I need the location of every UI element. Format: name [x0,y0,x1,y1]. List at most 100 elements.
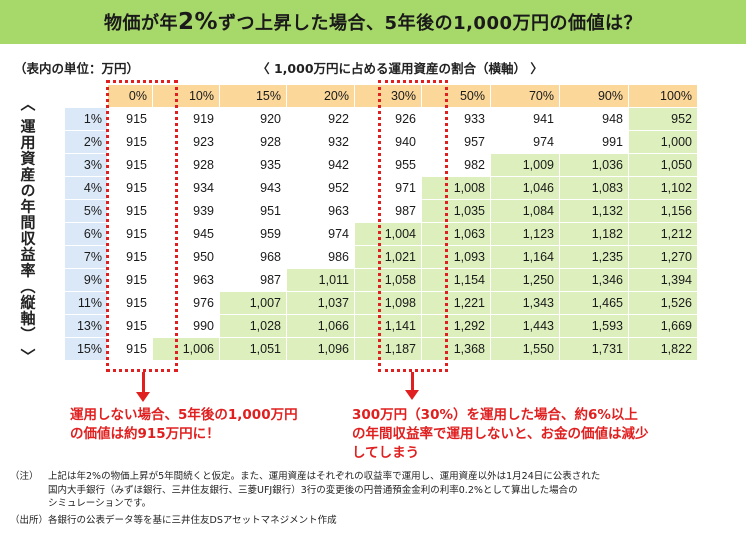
table-cell: 986 [286,245,355,269]
callout-thirty-percent: 300万円（30%）を運用した場合、約6%以上 の年間収益率で運用しないと、お金… [352,407,649,461]
table-cell: 915 [107,337,153,361]
table-cell: 1,028 [219,314,287,338]
table-cell: 919 [152,107,220,131]
table-cell: 1,132 [559,199,629,223]
row-header: 5% [64,199,108,223]
table-cell: 1,009 [490,153,560,177]
table-cell: 963 [152,268,220,292]
table-row: 11% 915 976 1,007 1,037 1,098 1,221 1,343 1,465 1… [64,291,698,315]
table-cell: 1,187 [354,337,422,361]
table-cell: 1,051 [219,337,287,361]
column-header: 70% [490,84,560,108]
row-header: 9% [64,268,108,292]
table-cell: 942 [286,153,355,177]
table-cell: 932 [286,130,355,154]
table-cell: 922 [286,107,355,131]
table-cell: 928 [219,130,287,154]
table-cell: 1,550 [490,337,560,361]
table-cell: 957 [421,130,491,154]
page-title: 物価が年2%ずつ上昇した場合、5年後の1,000万円の価値は？ [103,9,643,35]
table-cell: 915 [107,176,153,200]
value-table: 0% 10% 15% 20% 30% 50% 70% 90% 100% 1% 915 919 920 92… [64,84,698,361]
highlight-zero-percent-column [106,80,178,372]
table-cell: 1,066 [286,314,355,338]
table-cell: 1,008 [421,176,491,200]
unit-label: （表内の単位：万円） [14,61,140,76]
table-cell: 935 [219,153,287,177]
table-cell: 1,096 [286,337,355,361]
table-cell: 1,154 [421,268,491,292]
highlight-thirty-percent-column [378,80,448,372]
table-cell: 915 [107,245,153,269]
column-header: 0% [107,84,153,108]
table-cell: 1,731 [559,337,629,361]
row-header: 4% [64,176,108,200]
table-cell: 920 [219,107,287,131]
table-header-row: 0% 10% 15% 20% 30% 50% 70% 90% 100% [64,84,698,108]
table-cell: 1,123 [490,222,560,246]
table-row: 9% 915 963 987 1,011 1,058 1,154 1,250 1,346 1,39… [64,268,698,292]
table-cell: 955 [354,153,422,177]
table-cell: 1,822 [628,337,698,361]
row-header: 3% [64,153,108,177]
table-cell: 1,593 [559,314,629,338]
column-header: 15% [219,84,287,108]
table-cell: 915 [107,153,153,177]
table-cell: 963 [286,199,355,223]
table-cell: 1,007 [219,291,287,315]
table-cell: 1,394 [628,268,698,292]
column-header: 90% [559,84,629,108]
table-cell: 952 [286,176,355,200]
arrow-right-shaft [411,372,414,392]
table-cell: 950 [152,245,220,269]
row-header: 2% [64,130,108,154]
table-cell: 952 [628,107,698,131]
table-cell: 987 [219,268,287,292]
table-cell: 1,270 [628,245,698,269]
table-corner [64,84,108,108]
horizontal-axis-label: 〈 1,000万円に占める運用資産の割合（横軸） 〉 [257,61,543,76]
table-cell: 1,443 [490,314,560,338]
table-cell: 915 [107,268,153,292]
table-row: 15% 915 1,006 1,051 1,096 1,187 1,368 1,550 1,73… [64,337,698,361]
table-cell: 945 [152,222,220,246]
table-cell: 1,083 [559,176,629,200]
table-cell: 1,098 [354,291,422,315]
table-cell: 974 [490,130,560,154]
table-cell: 974 [286,222,355,246]
table-cell: 939 [152,199,220,223]
table-cell: 1,046 [490,176,560,200]
table-cell: 1,000 [628,130,698,154]
column-header: 20% [286,84,355,108]
table-row: 7% 915 950 968 986 1,021 1,093 1,164 1,235 1,270 [64,245,698,269]
table-cell: 1,006 [152,337,220,361]
row-header: 13% [64,314,108,338]
row-header: 11% [64,291,108,315]
table-cell: 1,465 [559,291,629,315]
callout-no-investment: 運用しない場合、5年後の1,000万円 の価値は約915万円に！ [70,407,298,442]
table-row: 1% 915 919 920 922 926 933 941 948 952 [64,107,698,131]
table-cell: 1,250 [490,268,560,292]
arrow-right-head [405,390,419,400]
table-cell: 915 [107,222,153,246]
table-cell: 1,164 [490,245,560,269]
table-cell: 915 [107,107,153,131]
row-header: 1% [64,107,108,131]
table-cell: 1,093 [421,245,491,269]
table-cell: 1,182 [559,222,629,246]
table-cell: 951 [219,199,287,223]
footnote-source: （出所） 各銀行の公表データ等を基に三井住友DSアセットマネジメント作成 [10,515,337,526]
table-cell: 1,343 [490,291,560,315]
row-header: 7% [64,245,108,269]
column-header: 100% [628,84,698,108]
table-row: 4% 915 934 943 952 971 1,008 1,046 1,083 1,102 [64,176,698,200]
vertical-axis-label: 〈 運用資産の年間収益率（縦軸） 〉 [18,95,37,365]
table-cell: 940 [354,130,422,154]
table-cell: 1,235 [559,245,629,269]
table-cell: 1,037 [286,291,355,315]
table-row: 2% 915 923 928 932 940 957 974 991 1,000 [64,130,698,154]
table-cell: 1,036 [559,153,629,177]
table-cell: 941 [490,107,560,131]
table-cell: 1,368 [421,337,491,361]
footnote-assumptions: （注） 上記は年2%の物価上昇が5年間続くと仮定。また、運用資産はそれぞれの収益率… [10,471,601,509]
